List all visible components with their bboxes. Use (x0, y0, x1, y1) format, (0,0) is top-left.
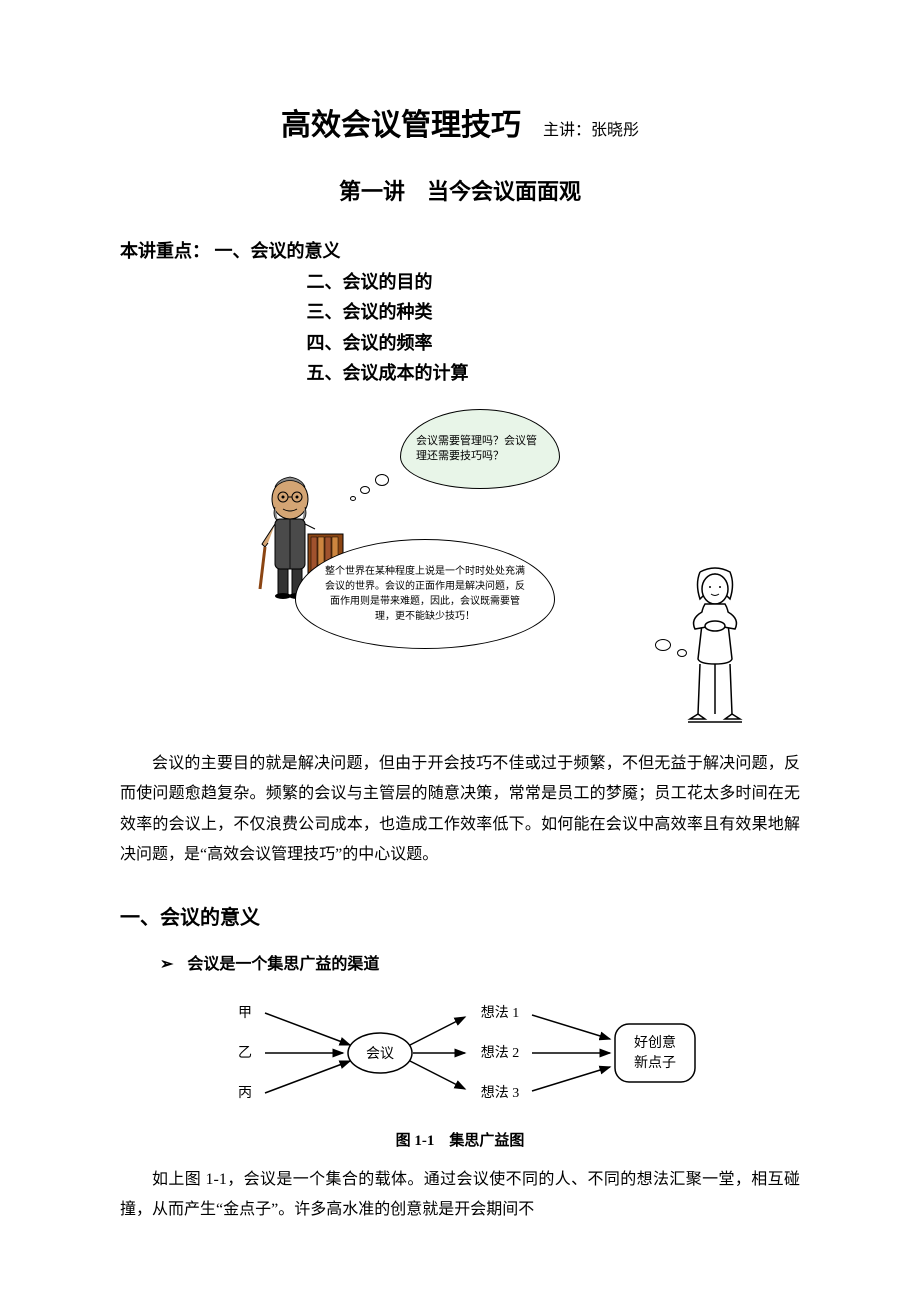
node-yi: 乙 (238, 1045, 252, 1061)
bubble1-text: 会议需要管理吗？会议管理还需要技巧吗？ (400, 409, 560, 489)
body-paragraph: 会议的主要目的就是解决问题，但由于开会技巧不佳或过于频繁，不但无益于解决问题，反… (120, 749, 800, 871)
bullet-arrow-icon: ➢ (160, 956, 173, 973)
keypoint-item: 二、会议的目的 (307, 267, 469, 298)
diagram-caption: 图 1-1 集思广益图 (120, 1129, 800, 1150)
node-bing: 丙 (238, 1086, 252, 1101)
bubble2-text: 整个世界在某种程度上说是一个时时处处充满会议的世界。会议的正面作用是解决问题，反… (295, 539, 555, 649)
thought-bubble-2: 整个世界在某种程度上说是一个时时处处充满会议的世界。会议的正面作用是解决问题，反… (295, 539, 555, 654)
keypoints-list: 一、会议的意义 二、会议的目的 三、会议的种类 四、会议的频率 五、会议成本的计… (215, 236, 469, 389)
node-result2: 新点子 (634, 1055, 676, 1071)
keypoint-item: 三、会议的种类 (307, 297, 469, 328)
illustration-area: 会议需要管理吗？会议管理还需要技巧吗？ (120, 409, 800, 729)
lecturer-prefix: 主讲： (543, 122, 591, 139)
node-meeting: 会议 (366, 1046, 394, 1062)
section-heading: 一、会议的意义 (120, 901, 800, 930)
node-idea1: 想法 1 (481, 1005, 520, 1021)
keypoints-label: 本讲重点： (120, 241, 210, 261)
dot-icon (360, 486, 370, 494)
keypoint-item: 五、会议成本的计算 (307, 358, 469, 389)
lecturer-name: 张晓彤 (591, 122, 639, 139)
final-paragraph: 如上图 1-1，会议是一个集合的载体。通过会议使不同的人、不同的想法汇聚一堂，相… (120, 1165, 800, 1226)
thought-bubble-1: 会议需要管理吗？会议管理还需要技巧吗？ (400, 409, 560, 499)
node-result1: 好创意 (634, 1034, 676, 1051)
bullet-line: ➢ 会议是一个集思广益的渠道 (160, 950, 800, 974)
node-idea2: 想法 2 (481, 1045, 520, 1061)
keypoints-block: 本讲重点： 一、会议的意义 二、会议的目的 三、会议的种类 四、会议的频率 五、… (120, 236, 800, 389)
keypoint-item: 一、会议的意义 (215, 236, 469, 267)
subtitle: 第一讲 当今会议面面观 (120, 174, 800, 206)
bullet-text: 会议是一个集思广益的渠道 (187, 956, 379, 973)
node-idea3: 想法 3 (481, 1085, 520, 1101)
title-row: 高效会议管理技巧 主讲：张晓彤 (120, 100, 800, 144)
main-title: 高效会议管理技巧 (281, 109, 521, 142)
dot-icon (655, 639, 671, 651)
dot-icon (375, 474, 389, 486)
lecturer: 主讲：张晓彤 (543, 122, 639, 139)
keypoint-item: 四、会议的频率 (307, 328, 469, 359)
node-jia: 甲 (238, 1006, 252, 1021)
dot-icon (350, 496, 356, 501)
brainstorm-diagram: 甲 乙 丙 会议 想法 1 想法 2 想法 3 好创意 新点子 (210, 989, 710, 1119)
person-woman-icon (670, 564, 760, 734)
